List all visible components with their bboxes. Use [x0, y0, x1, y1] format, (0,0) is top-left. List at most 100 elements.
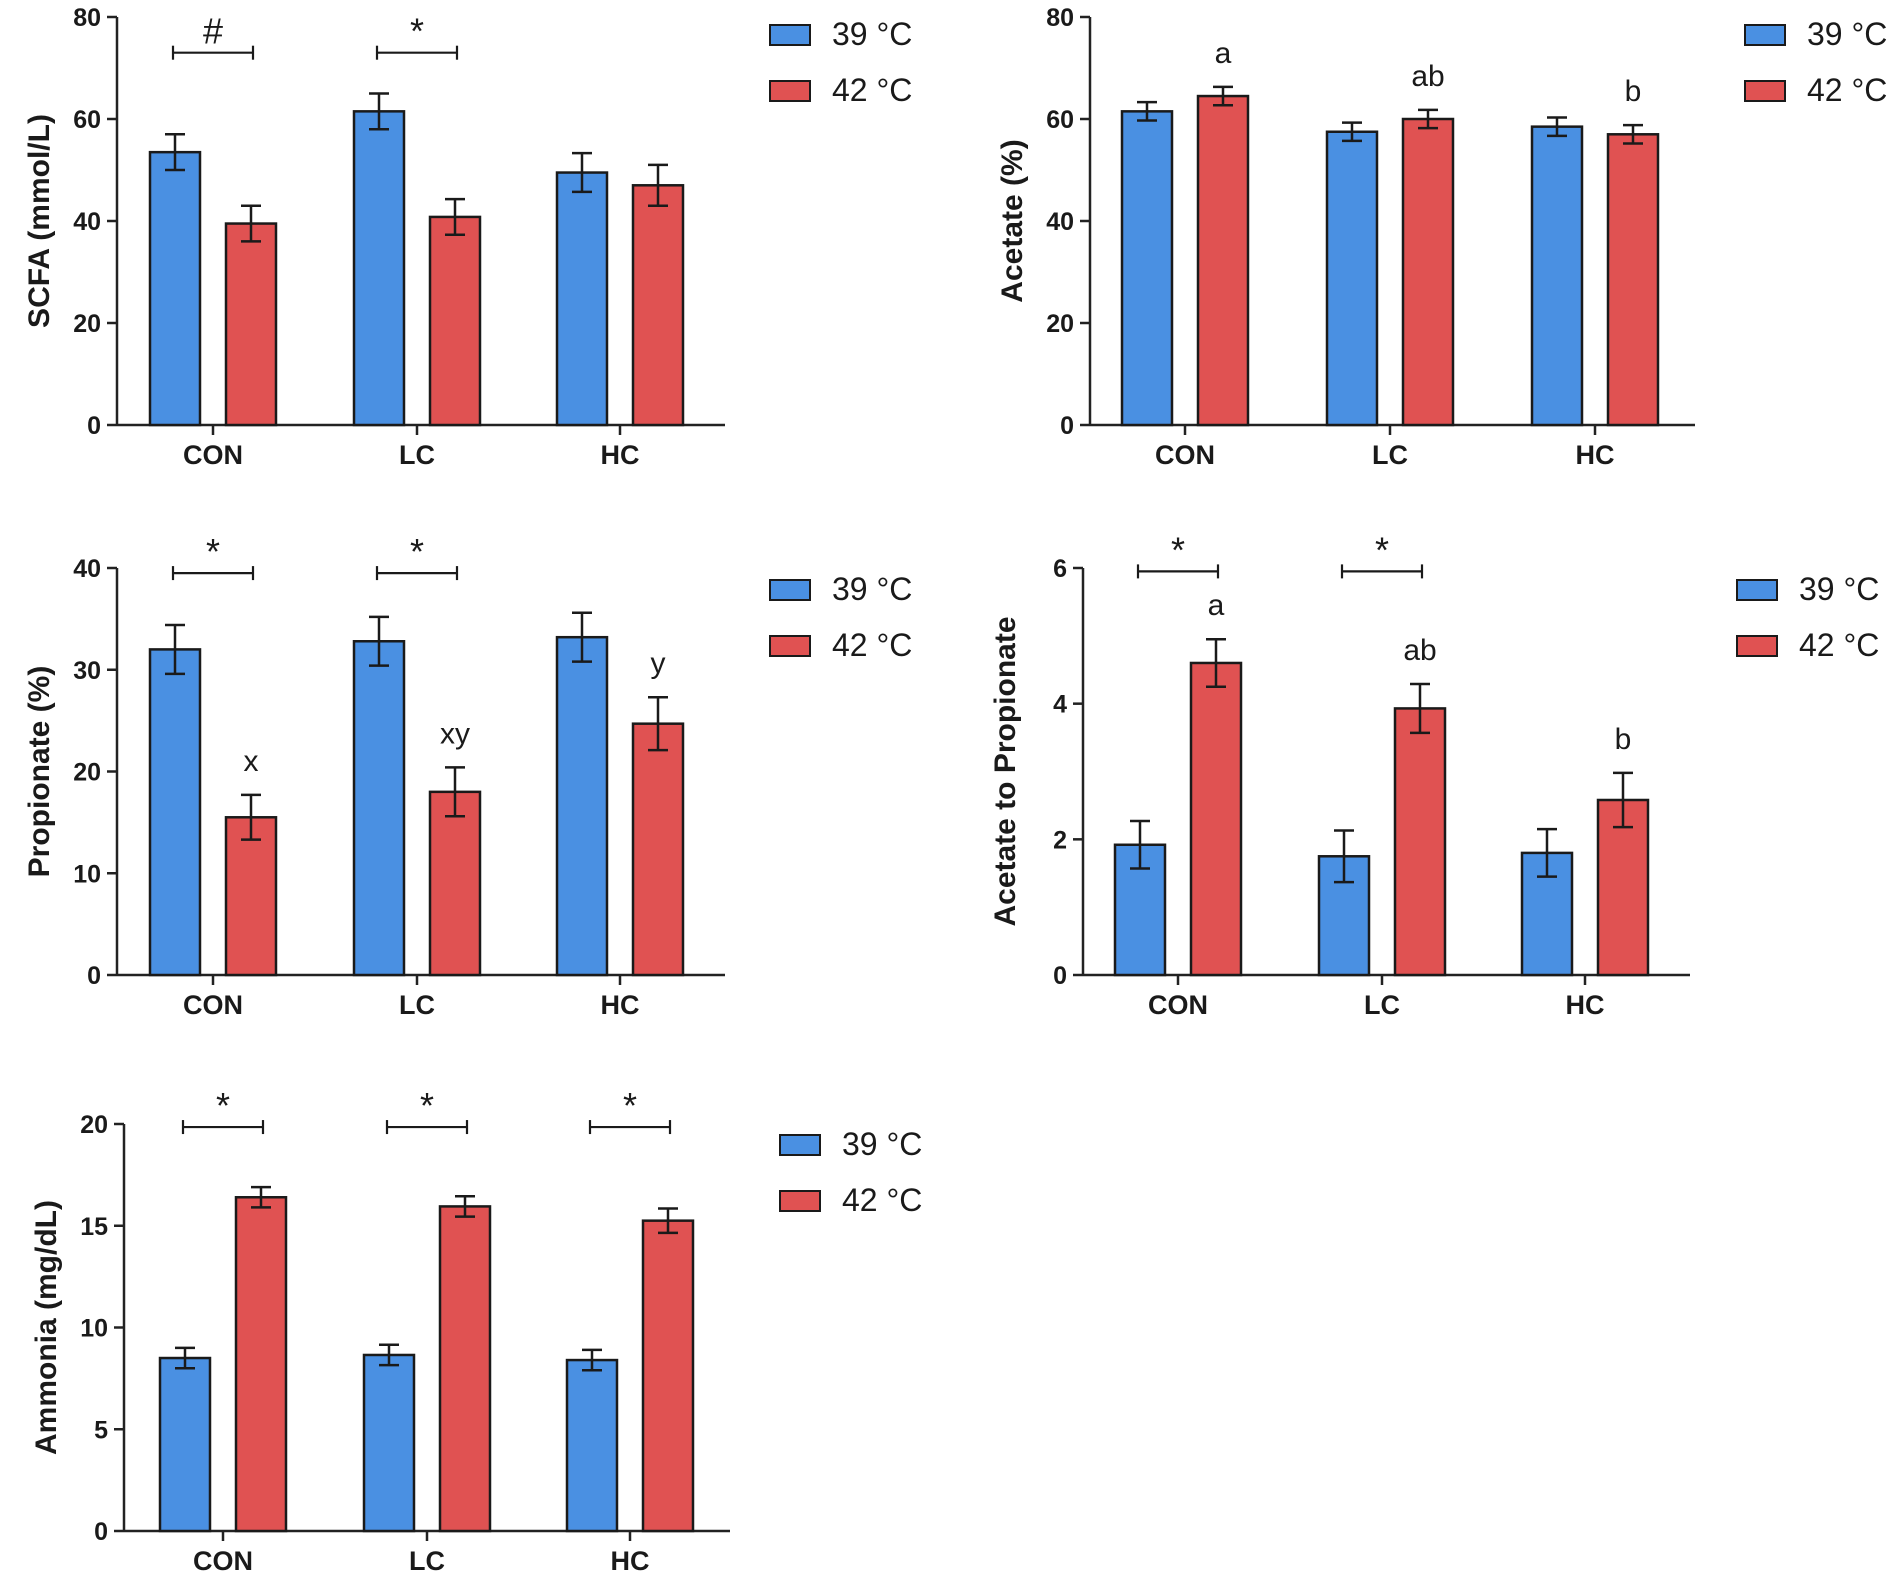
legend-label: 42 °C: [832, 627, 912, 663]
significance-label: *: [1375, 529, 1389, 570]
annotation-label: ab: [1403, 634, 1436, 667]
y-tick-label: 60: [1046, 106, 1074, 134]
y-axis-title: Acetate to Propionate: [989, 616, 1022, 926]
bar: [1325, 130, 1379, 427]
y-tick-label: 0: [1053, 962, 1067, 990]
y-tick-label: 80: [1046, 4, 1074, 32]
significance-label: *: [410, 11, 424, 52]
bar: [428, 790, 482, 977]
legend-swatch: [1736, 635, 1778, 657]
annotation-label: x: [244, 745, 259, 778]
category-label: HC: [601, 990, 640, 1020]
annotation-label: a: [1215, 37, 1232, 70]
legend-swatch: [1736, 579, 1778, 601]
legend-label: 42 °C: [1799, 627, 1879, 663]
category-label: CON: [1155, 440, 1215, 470]
category-label: LC: [399, 990, 435, 1020]
y-axis-title: Propionate (%): [23, 666, 56, 878]
category-label: CON: [193, 1546, 253, 1576]
legend-swatch: [779, 1134, 821, 1156]
legend-label: 39 °C: [1799, 571, 1879, 607]
annotation-label: ab: [1411, 60, 1444, 93]
y-tick-label: 10: [73, 860, 101, 888]
bar: [224, 222, 278, 427]
y-axis-title: SCFA (mmol/L): [23, 114, 56, 328]
category-label: CON: [1148, 990, 1208, 1020]
bar: [1606, 133, 1660, 427]
category-label: HC: [611, 1546, 650, 1576]
legend: 39 °C 42 °C: [769, 571, 912, 663]
bar: [352, 640, 406, 977]
y-tick-label: 20: [80, 1111, 108, 1139]
category-label: LC: [409, 1546, 445, 1576]
bar: [565, 1358, 619, 1533]
legend-label: 39 °C: [842, 1126, 922, 1162]
y-tick-label: 6: [1053, 555, 1067, 583]
bar: [362, 1353, 416, 1533]
annotation-label: xy: [440, 717, 470, 750]
significance-label: *: [216, 1085, 230, 1126]
significance-label: *: [623, 1085, 637, 1126]
bar: [1189, 661, 1243, 977]
legend: 39 °C 42 °C: [1744, 16, 1887, 108]
y-axis-title: Acetate (%): [996, 139, 1029, 302]
y-axis-title: Ammonia (mg/dL): [30, 1200, 63, 1455]
bar: [1596, 798, 1650, 977]
y-tick-label: 20: [1046, 310, 1074, 338]
significance-label: *: [1171, 529, 1185, 570]
y-tick-label: 40: [73, 208, 101, 236]
legend-label: 42 °C: [842, 1182, 922, 1218]
significance-label: *: [420, 1085, 434, 1126]
bar: [234, 1196, 288, 1533]
y-tick-label: 0: [87, 962, 101, 990]
chart-ratio: 0 2 4 6 Acetate to Propionate CON LC HC a ab b * * 39…: [989, 529, 1879, 1020]
y-tick-label: 40: [73, 555, 101, 583]
bar: [555, 171, 609, 427]
legend-swatch: [1744, 24, 1786, 46]
bar: [158, 1356, 212, 1533]
legend: 39 °C 42 °C: [779, 1126, 922, 1218]
y-tick-label: 0: [1060, 412, 1074, 440]
y-tick-label: 20: [73, 759, 101, 787]
bar: [631, 184, 685, 427]
legend-label: 39 °C: [832, 16, 912, 52]
legend-swatch: [779, 1190, 821, 1212]
y-tick-label: 0: [94, 1518, 108, 1546]
chart-scfa: 0 20 40 60 80 SCFA (mmol/L) CON LC HC # * 39 °C 42 °…: [23, 4, 912, 470]
legend-label: 39 °C: [1807, 16, 1887, 52]
bar: [1120, 110, 1174, 427]
category-label: LC: [1372, 440, 1408, 470]
bar: [352, 110, 406, 427]
category-label: LC: [1364, 990, 1400, 1020]
y-tick-label: 2: [1053, 826, 1067, 854]
annotation-label: b: [1625, 75, 1642, 108]
category-label: CON: [183, 440, 243, 470]
y-tick-label: 60: [73, 106, 101, 134]
bar: [631, 722, 685, 977]
y-tick-label: 5: [94, 1416, 108, 1444]
bar: [148, 150, 202, 427]
y-tick-label: 40: [1046, 208, 1074, 236]
bar: [428, 215, 482, 427]
chart-ammonia: 0 5 10 15 20 Ammonia (mg/dL) CON LC HC * * * 39 °C 42…: [30, 1085, 922, 1576]
category-label: LC: [399, 440, 435, 470]
legend: 39 °C 42 °C: [1736, 571, 1879, 663]
legend: 39 °C 42 °C: [769, 16, 912, 108]
legend-label: 42 °C: [1807, 72, 1887, 108]
y-tick-label: 80: [73, 4, 101, 32]
legend-swatch: [769, 579, 811, 601]
bar: [1393, 707, 1447, 977]
legend-swatch: [769, 80, 811, 102]
legend-swatch: [769, 24, 811, 46]
bar: [555, 635, 609, 977]
y-tick-label: 30: [73, 657, 101, 685]
y-tick-label: 4: [1053, 691, 1067, 719]
category-label: HC: [601, 440, 640, 470]
significance-label: *: [206, 531, 220, 572]
significance-label: #: [203, 11, 223, 52]
bar: [1196, 94, 1250, 427]
annotation-label: a: [1208, 589, 1225, 622]
y-tick-label: 15: [80, 1213, 108, 1241]
category-label: HC: [1566, 990, 1605, 1020]
